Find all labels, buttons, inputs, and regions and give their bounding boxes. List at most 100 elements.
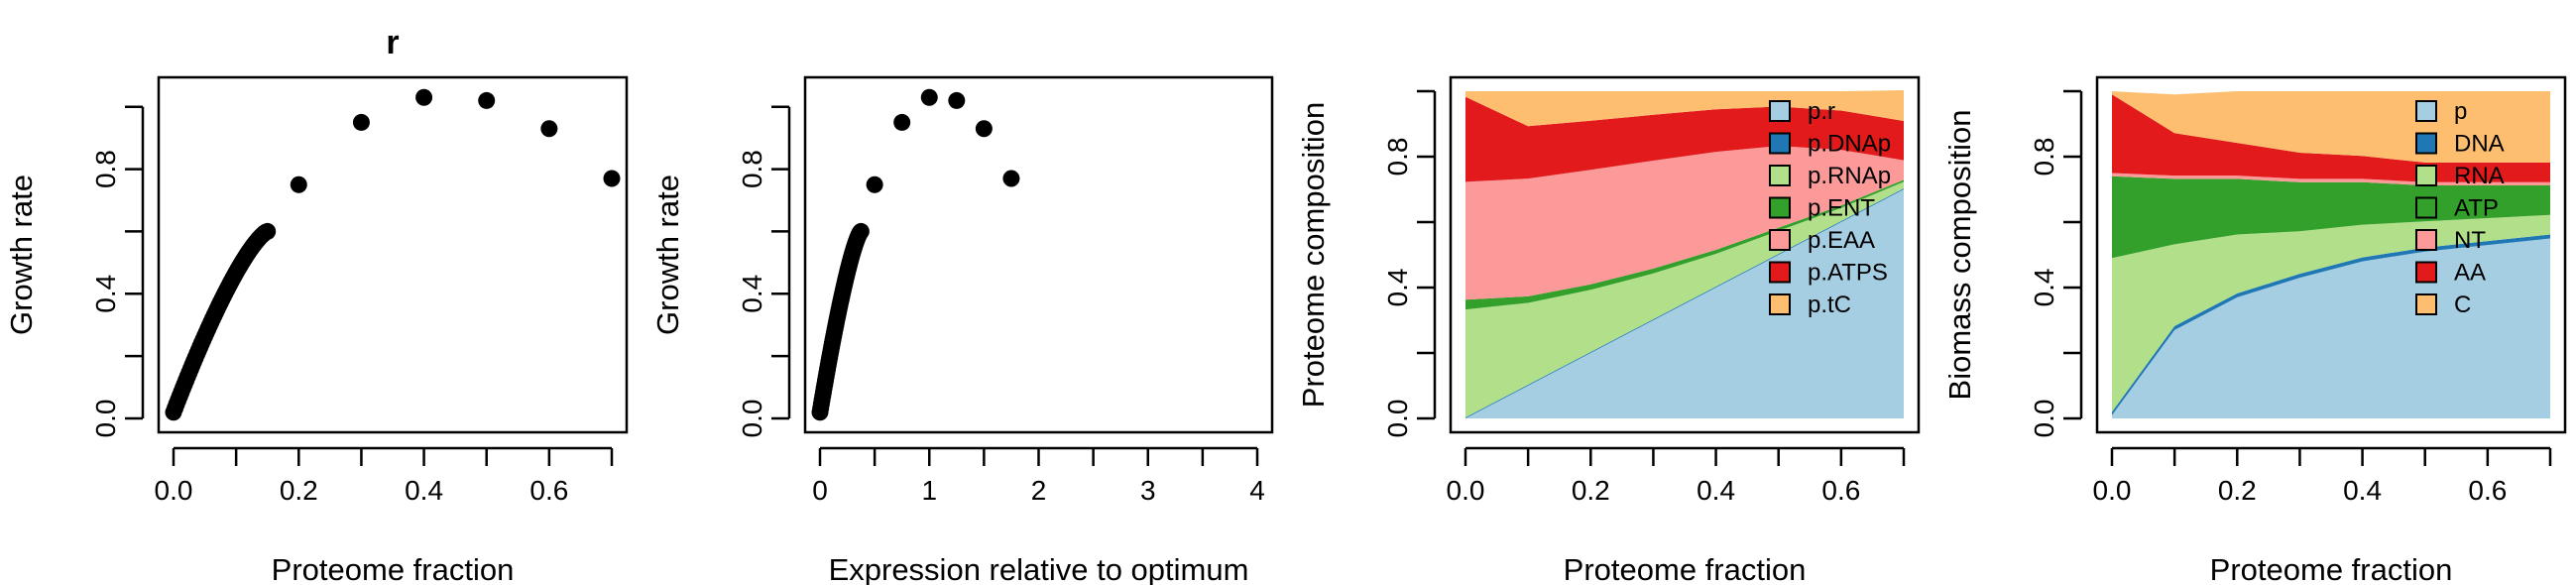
data-point <box>948 91 966 109</box>
legend-swatch <box>1769 261 1791 284</box>
legend-label: DNA <box>2454 131 2505 158</box>
x-tick-label: 0.4 <box>2343 475 2382 506</box>
data-point <box>540 120 558 138</box>
legend-item: ATP <box>2415 195 2499 222</box>
legend-swatch <box>2415 165 2437 186</box>
x-axis-label: Proteome fraction <box>1564 552 1807 585</box>
legend-item: NT <box>2415 227 2486 254</box>
x-tick-label: 0.4 <box>405 475 443 506</box>
y-tick-label: 0.4 <box>90 275 121 313</box>
legend-swatch <box>2415 132 2437 155</box>
area-p <box>2112 238 2550 418</box>
legend: p DNA RNA ATP NT AA C <box>2415 98 2505 318</box>
x-tick-label: 2 <box>1031 475 1047 506</box>
x-axis-label: Expression relative to optimum <box>829 552 1249 585</box>
legend-swatch <box>1769 196 1791 219</box>
legend-item: p <box>2415 98 2467 125</box>
x-axis: 0.0 0.2 0.4 0.6 <box>2093 446 2552 506</box>
legend-item: p.RNAp <box>1769 163 1891 189</box>
scatter-points <box>811 88 1020 421</box>
data-point <box>920 88 938 106</box>
curve-point <box>852 222 870 240</box>
x-tick-label: 4 <box>1249 475 1265 506</box>
legend-label: p.ENT <box>1808 195 1875 222</box>
data-point <box>603 170 621 187</box>
legend-item: p.EAA <box>1769 227 1875 254</box>
plot-title: r <box>386 24 399 61</box>
area-aa <box>2112 94 2550 182</box>
x-tick-label: 0.0 <box>155 475 193 506</box>
legend-swatch <box>2415 229 2437 251</box>
legend-swatch <box>2415 261 2437 284</box>
x-tick-label: 3 <box>1140 475 1156 506</box>
data-point <box>975 120 993 138</box>
x-tick-label: 1 <box>921 475 937 506</box>
y-axis-label: Biomass composition <box>1942 110 1977 401</box>
legend-label: p.r <box>1808 98 1835 125</box>
y-tick-label: 0.8 <box>737 150 767 188</box>
plot-frame <box>803 75 1274 434</box>
y-tick-label: 0.8 <box>1382 138 1413 176</box>
x-axis-label: Proteome fraction <box>2210 552 2453 585</box>
y-tick-label: 0.4 <box>737 275 767 313</box>
x-tick-label: 0.4 <box>1697 475 1735 506</box>
plot-frame <box>157 75 629 434</box>
legend-item: p.DNAp <box>1769 131 1891 158</box>
legend-item: p.ENT <box>1769 195 1875 222</box>
area-p-tc <box>1465 90 1904 127</box>
panel-3: 0.0 0.2 0.4 0.6 Proteome fraction 0.0 0.4 0.8 Pr… <box>1296 75 1921 585</box>
y-tick-label: 0.4 <box>1382 269 1413 307</box>
legend-swatch <box>2415 100 2437 122</box>
legend-label: C <box>2454 292 2471 318</box>
area-c <box>2112 91 2550 163</box>
legend-swatch <box>2415 196 2437 219</box>
legend-item: AA <box>2415 260 2486 287</box>
data-point <box>352 113 370 131</box>
panel-1: 0.0 0.2 0.4 0.6 Proteome fraction 0.0 0.4 0.8 Gr… <box>4 24 629 585</box>
x-tick-label: 0.6 <box>2468 475 2507 506</box>
data-point <box>1002 170 1020 187</box>
legend-swatch <box>1769 165 1791 186</box>
y-tick-label: 0.0 <box>737 400 767 438</box>
y-axis-label: Growth rate <box>650 175 685 335</box>
legend: p.r p.DNAp p.RNAp p.ENT p.EAA p.ATPS p.tC <box>1769 98 1891 318</box>
scatter-points <box>165 88 621 421</box>
legend-label: p.EAA <box>1808 227 1875 254</box>
x-tick-label: 0.6 <box>1821 475 1860 506</box>
legend-label: RNA <box>2454 163 2505 189</box>
legend-item: p.ATPS <box>1769 260 1888 287</box>
x-axis: 0 1 2 3 4 <box>812 446 1265 506</box>
legend-swatch <box>1769 100 1791 122</box>
area-p-eaa <box>1465 146 1904 300</box>
x-tick-label: 0.2 <box>280 475 318 506</box>
data-point <box>866 176 883 193</box>
legend-label: p.ATPS <box>1808 260 1888 287</box>
x-tick-label: 0.2 <box>2218 475 2257 506</box>
area-layers <box>1465 90 1904 418</box>
legend-swatch <box>1769 293 1791 315</box>
legend-item: p.r <box>1769 98 1835 125</box>
curve-point <box>259 222 277 240</box>
area-p-rnap <box>1465 181 1904 417</box>
x-tick-label: 0.2 <box>1572 475 1610 506</box>
legend-swatch <box>2415 293 2437 315</box>
plot-frame <box>2095 75 2567 434</box>
legend-swatch <box>1769 132 1791 155</box>
y-axis-label: Growth rate <box>4 175 39 335</box>
area-p-atps <box>1465 96 1904 182</box>
y-axis-label: Proteome composition <box>1296 102 1331 408</box>
legend-item: C <box>2415 292 2471 318</box>
legend-item: DNA <box>2415 131 2505 158</box>
legend-item: RNA <box>2415 163 2505 189</box>
data-point <box>478 91 496 109</box>
x-tick-label: 0.0 <box>2093 475 2132 506</box>
y-tick-label: 0.4 <box>2029 269 2059 307</box>
y-axis: 0.0 0.4 0.8 <box>1382 89 1437 437</box>
x-axis: 0.0 0.2 0.4 0.6 <box>1447 446 1906 506</box>
data-point <box>415 88 433 106</box>
y-axis: 0.0 0.4 0.8 <box>737 105 791 438</box>
data-point <box>893 113 911 131</box>
x-tick-label: 0.0 <box>1447 475 1485 506</box>
legend-label: ATP <box>2454 195 2499 222</box>
